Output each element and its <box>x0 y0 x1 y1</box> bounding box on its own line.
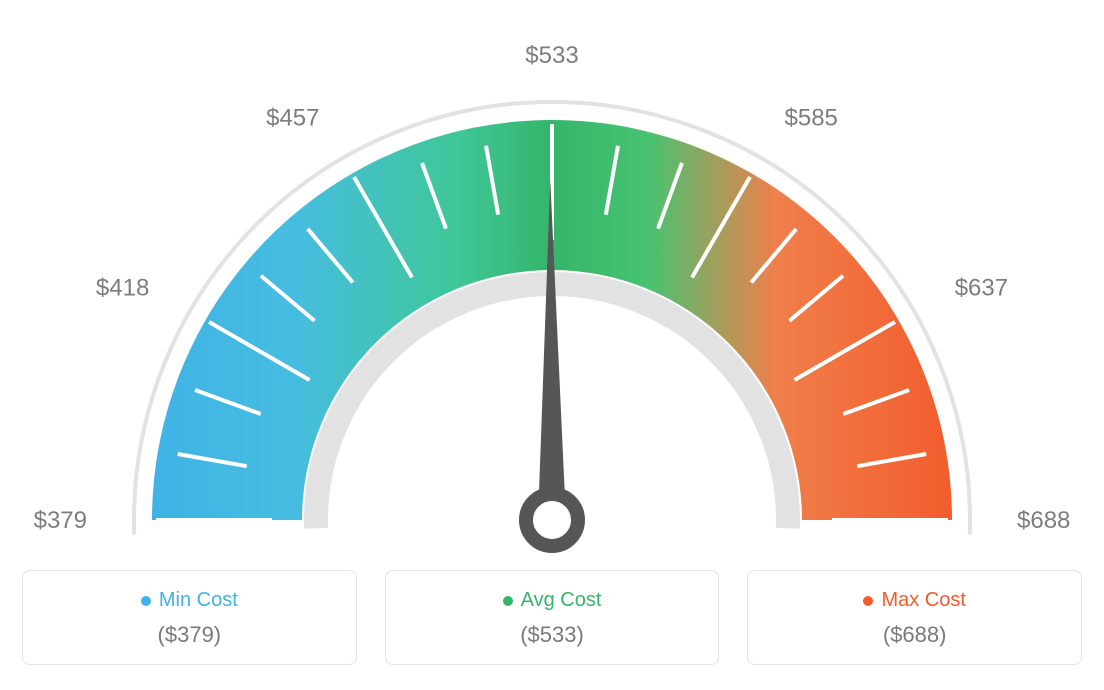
gauge-tick-label: $533 <box>525 42 578 69</box>
gauge-tick-label: $379 <box>34 507 87 534</box>
legend-label-min: Min Cost <box>159 589 238 612</box>
legend-card-max: Max Cost ($688) <box>747 570 1082 665</box>
gauge-svg: $379 $418 $457 $533 $585 $637 $688 <box>22 20 1082 560</box>
legend-card-avg: Avg Cost ($533) <box>385 570 720 665</box>
legend-value-max: ($688) <box>758 622 1071 648</box>
legend-title-min: Min Cost <box>141 589 238 612</box>
legend-value-min: ($379) <box>33 622 346 648</box>
legend-title-max: Max Cost <box>863 589 965 612</box>
legend-dot-max <box>863 596 873 606</box>
legend-dot-avg <box>503 596 513 606</box>
gauge-tick-label: $585 <box>785 104 838 131</box>
gauge-tick-label: $688 <box>1017 507 1070 534</box>
gauge-needle-hub <box>526 494 578 546</box>
gauge-tick-label: $637 <box>955 275 1008 302</box>
legend-label-avg: Avg Cost <box>521 589 602 612</box>
gauge-tick-label: $418 <box>96 275 149 302</box>
gauge-tick-label: $457 <box>266 104 319 131</box>
legend-label-max: Max Cost <box>881 589 965 612</box>
legend-row: Min Cost ($379) Avg Cost ($533) Max Cost… <box>22 570 1082 665</box>
legend-value-avg: ($533) <box>396 622 709 648</box>
legend-card-min: Min Cost ($379) <box>22 570 357 665</box>
cost-gauge-chart: $379 $418 $457 $533 $585 $637 $688 <box>22 20 1082 560</box>
legend-title-avg: Avg Cost <box>503 589 602 612</box>
legend-dot-min <box>141 596 151 606</box>
